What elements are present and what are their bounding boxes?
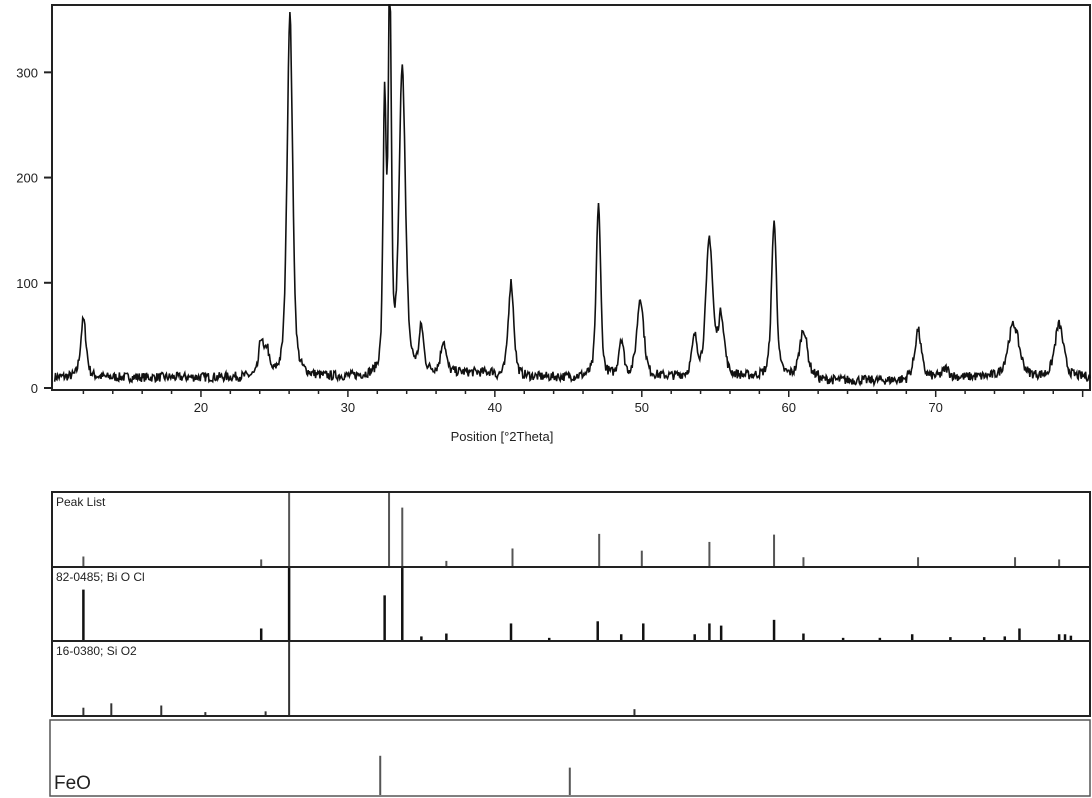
reference-stick-panels	[49, 491, 1091, 797]
x-tick-label: 40	[488, 400, 502, 415]
x-tick-label: 60	[782, 400, 796, 415]
x-axis-label: Position [°2Theta]	[451, 429, 554, 444]
stick-panels-frame	[51, 491, 1091, 717]
panel-label-feo: FeO	[54, 773, 91, 794]
x-tick-label: 70	[928, 400, 942, 415]
plot-frame	[51, 4, 1091, 391]
y-tick-label: 200	[16, 171, 38, 186]
diffraction-pattern-plot: 0 100 200 300 20 30 40 50 60 70	[16, 4, 1091, 415]
y-tick-label: 0	[31, 381, 38, 396]
y-tick-label: 100	[16, 276, 38, 291]
panel-label-sio2: 16-0380; Si O2	[56, 644, 137, 658]
diffraction-line	[53, 4, 1091, 388]
panel-label-bioci: 82-0485; Bi O Cl	[56, 570, 145, 584]
panel-label-peak-list: Peak List	[56, 495, 106, 509]
feo-panel-frame	[49, 719, 1091, 797]
x-tick-label: 20	[194, 400, 208, 415]
x-tick-label: 30	[341, 400, 355, 415]
x-tick-label: 50	[635, 400, 649, 415]
y-tick-label: 300	[16, 65, 38, 80]
